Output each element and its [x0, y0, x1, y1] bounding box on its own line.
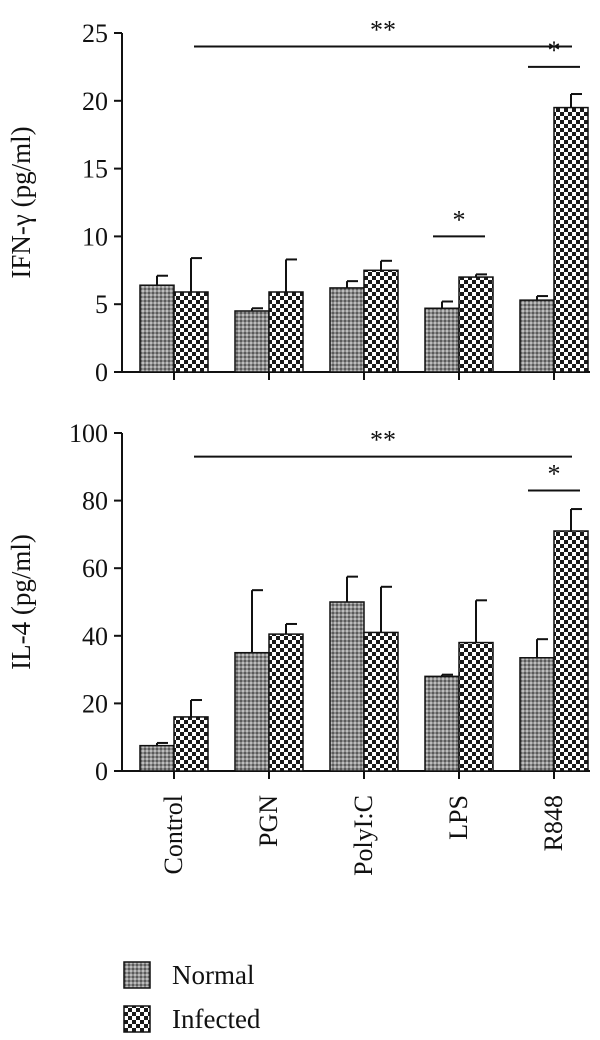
bar-normal-polyic	[329, 601, 365, 772]
y-axis-title: IL-4 (pg/ml)	[6, 534, 36, 670]
y-tick-label: 5	[95, 290, 108, 319]
category-label: PolyI:C	[349, 795, 378, 876]
bar-normal-control	[139, 744, 175, 772]
category-label: R848	[539, 795, 568, 851]
bar-infected-lps	[458, 641, 494, 772]
y-tick-label: 40	[82, 622, 108, 651]
significance-marker: **	[370, 16, 396, 45]
legend: Normal Infected	[123, 960, 261, 1034]
y-tick-label: 80	[82, 487, 108, 516]
bar-normal-r848	[519, 657, 555, 772]
bar-infected-control	[173, 716, 209, 772]
bar-normal-r848	[519, 299, 555, 373]
bar-infected-pgn	[268, 291, 304, 373]
bar-infected-r848	[553, 106, 589, 373]
y-tick-label: 20	[82, 87, 108, 116]
bar-normal-polyic	[329, 287, 365, 373]
bar-infected-pgn	[268, 633, 304, 772]
bar-normal-lps	[424, 307, 460, 373]
legend-swatch-infected	[123, 1005, 151, 1033]
y-tick-label: 10	[82, 222, 108, 251]
bar-normal-control	[139, 284, 175, 373]
legend-item-normal: Normal	[123, 960, 254, 990]
bar-infected-control	[173, 291, 209, 373]
bar-normal-pgn	[234, 651, 270, 772]
y-tick-label: 0	[95, 358, 108, 387]
significance-marker: *	[453, 205, 466, 234]
y-tick-label: 25	[82, 19, 108, 48]
bar-infected-polyic	[363, 269, 399, 373]
category-label: Control	[159, 795, 188, 874]
y-tick-label: 20	[82, 689, 108, 718]
y-tick-label: 100	[69, 419, 108, 448]
legend-label-normal: Normal	[172, 960, 254, 990]
bar-infected-r848	[553, 530, 589, 772]
legend-swatch-normal	[123, 961, 151, 989]
significance-marker: *	[548, 459, 561, 488]
bar-normal-lps	[424, 675, 460, 772]
y-axis-title: IFN-γ (pg/ml)	[6, 126, 36, 278]
bar-normal-pgn	[234, 310, 270, 373]
category-label: PGN	[254, 795, 283, 847]
y-tick-label: 60	[82, 554, 108, 583]
category-label: LPS	[444, 795, 473, 840]
legend-label-infected: Infected	[172, 1004, 261, 1034]
significance-marker: **	[370, 426, 396, 455]
legend-item-infected: Infected	[123, 1004, 261, 1034]
significance-marker: *	[548, 36, 561, 65]
y-tick-label: 0	[95, 757, 108, 786]
bar-infected-lps	[458, 276, 494, 373]
bar-infected-polyic	[363, 631, 399, 772]
y-tick-label: 15	[82, 155, 108, 184]
